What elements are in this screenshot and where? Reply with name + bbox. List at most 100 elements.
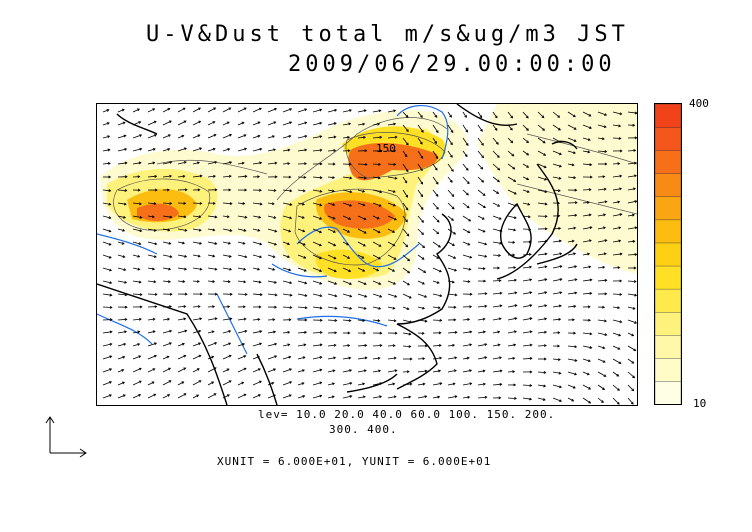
wind-vector-head [243, 367, 247, 371]
wind-vector [612, 240, 621, 243]
wind-vector [447, 124, 454, 133]
wind-vector [117, 254, 125, 258]
wind-vector-head [182, 107, 186, 111]
wind-vector [342, 319, 351, 322]
wind-vector-head [214, 342, 218, 345]
wind-vector [477, 331, 486, 334]
wind-vector [417, 137, 423, 145]
wind-vector-head [139, 215, 143, 219]
wind-vector [147, 280, 156, 283]
wind-vector-head [409, 357, 413, 361]
wind-vector-head [617, 266, 621, 270]
wind-vector [162, 215, 172, 218]
wind-vector-head [589, 175, 593, 179]
wind-vector [132, 380, 142, 386]
wind-vector [312, 122, 322, 126]
wind-vector-head [244, 174, 248, 178]
colorbar-swatch [654, 173, 682, 198]
wind-vector-head [182, 241, 186, 245]
wind-vector-head [169, 329, 173, 333]
wind-vector-head [513, 191, 517, 195]
wind-vector [552, 227, 561, 230]
wind-vector [192, 280, 200, 282]
wind-vector [192, 394, 199, 399]
wind-vector-head [124, 161, 128, 165]
wind-vector-head [153, 255, 157, 258]
wind-vector [162, 134, 171, 139]
wind-vector [567, 358, 577, 362]
wind-vector [447, 395, 457, 399]
wind-vector [102, 122, 110, 126]
wind-vector-head [467, 395, 471, 399]
wind-vector-head [544, 202, 548, 206]
wind-vector-head [242, 201, 246, 205]
wind-vector-head [198, 354, 202, 358]
wind-vector-head [618, 333, 622, 337]
wind-vector-head [183, 305, 187, 309]
wind-vector-head [332, 216, 336, 220]
wind-vector [162, 318, 170, 321]
wind-vector [402, 383, 412, 386]
wind-vector-head [214, 292, 218, 296]
wind-vector [357, 228, 367, 234]
wind-vector [522, 317, 532, 321]
wind-vector [477, 124, 483, 132]
wind-vector-head [288, 134, 292, 138]
wind-vector [312, 176, 322, 179]
wind-vector [582, 266, 591, 269]
wind-vector-head [467, 280, 471, 284]
wind-vector-head [602, 265, 606, 269]
wind-vector [237, 393, 246, 399]
wind-vector [342, 369, 352, 373]
wind-vector-head [319, 230, 323, 234]
wind-vector [162, 306, 172, 308]
wind-vector-head [513, 266, 517, 270]
wind-vector-head [632, 239, 636, 243]
wind-vector [537, 291, 547, 295]
wind-vector-head [573, 139, 577, 142]
wind-vector [387, 202, 396, 207]
wind-vector-head [634, 293, 637, 297]
wind-vector-head [424, 319, 428, 323]
wind-vector-head [124, 148, 128, 151]
wind-vector [522, 266, 532, 269]
wind-vector [477, 241, 487, 245]
wind-vector [462, 176, 470, 184]
wind-vector-head [167, 317, 171, 321]
wind-vector-head [197, 188, 201, 192]
wind-vector [132, 343, 140, 347]
wind-vector [327, 215, 336, 220]
wind-vector [342, 189, 352, 193]
wind-vector-head [319, 331, 323, 335]
wind-vector [537, 384, 546, 387]
wind-vector-head [452, 243, 455, 246]
wind-vector [327, 344, 336, 347]
wind-vector [132, 134, 142, 139]
wind-vector-head [438, 331, 442, 335]
wind-vector-head [422, 245, 426, 249]
wind-vector-head [484, 395, 488, 399]
wind-vector-head [484, 292, 488, 296]
colorbar-swatch [654, 265, 682, 290]
wind-vector [462, 267, 471, 270]
wind-vector-head [333, 269, 337, 273]
wind-vector-head [121, 241, 125, 245]
wind-vector [297, 344, 306, 347]
wind-vector-head [392, 243, 396, 247]
wind-vector-head [619, 252, 623, 256]
wind-vector [432, 176, 439, 185]
wind-vector-head [273, 394, 277, 398]
wind-vector [357, 123, 365, 126]
wind-vector [177, 330, 187, 334]
colorbar-swatch [654, 288, 682, 313]
wind-vector-head [544, 177, 548, 181]
wind-vector-head [633, 161, 637, 165]
wind-vector [252, 368, 261, 373]
wind-vector-head [436, 256, 440, 259]
wind-vector [267, 355, 277, 360]
wind-vector-head [405, 115, 409, 118]
wind-vector-head [604, 292, 608, 296]
wind-vector [522, 397, 532, 400]
wind-vector [552, 371, 561, 374]
wind-vector-head [304, 306, 308, 310]
